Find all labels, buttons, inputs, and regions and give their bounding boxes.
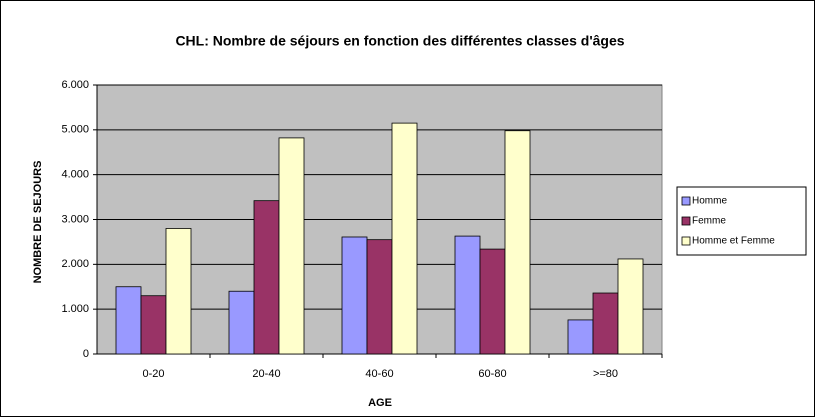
y-tick-label: 5.000 xyxy=(61,124,89,136)
x-tick-label: >=80 xyxy=(593,368,618,380)
bar xyxy=(504,130,531,355)
bar xyxy=(278,137,305,355)
bar xyxy=(228,290,255,355)
legend-box xyxy=(676,186,807,256)
x-tick-label: 60-80 xyxy=(478,368,506,380)
bar xyxy=(366,239,393,355)
chart-title: CHL: Nombre de séjours en fonction des d… xyxy=(175,33,624,49)
y-tick-label: 3.000 xyxy=(61,213,89,225)
x-axis-label: AGE xyxy=(368,397,392,409)
y-tick-label: 1.000 xyxy=(61,303,89,315)
legend-swatch xyxy=(681,236,691,246)
bar xyxy=(617,258,644,355)
y-tick-label: 2.000 xyxy=(61,258,89,270)
y-tick-label: 6.000 xyxy=(61,79,89,91)
x-tick-label: 40-60 xyxy=(365,368,393,380)
y-tick-label: 0 xyxy=(83,348,89,360)
legend-label: Homme et Femme xyxy=(692,236,775,247)
bar xyxy=(341,236,368,355)
bar xyxy=(592,292,619,355)
x-tick-label: 20-40 xyxy=(252,368,280,380)
bar xyxy=(454,235,481,355)
bar xyxy=(391,122,418,355)
bar xyxy=(567,319,594,355)
bar xyxy=(253,200,280,355)
legend-label: Homme xyxy=(692,196,727,207)
legend-label: Femme xyxy=(692,216,726,227)
bar xyxy=(479,248,506,355)
y-tick-label: 4.000 xyxy=(61,169,89,181)
y-axis-label: NOMBRE DE SEJOURS xyxy=(32,161,44,284)
x-tick-label: 0-20 xyxy=(142,368,164,380)
bar xyxy=(140,295,167,355)
legend-swatch xyxy=(681,216,691,226)
bar xyxy=(115,286,142,355)
legend-swatch xyxy=(681,196,691,206)
bar xyxy=(165,228,192,355)
